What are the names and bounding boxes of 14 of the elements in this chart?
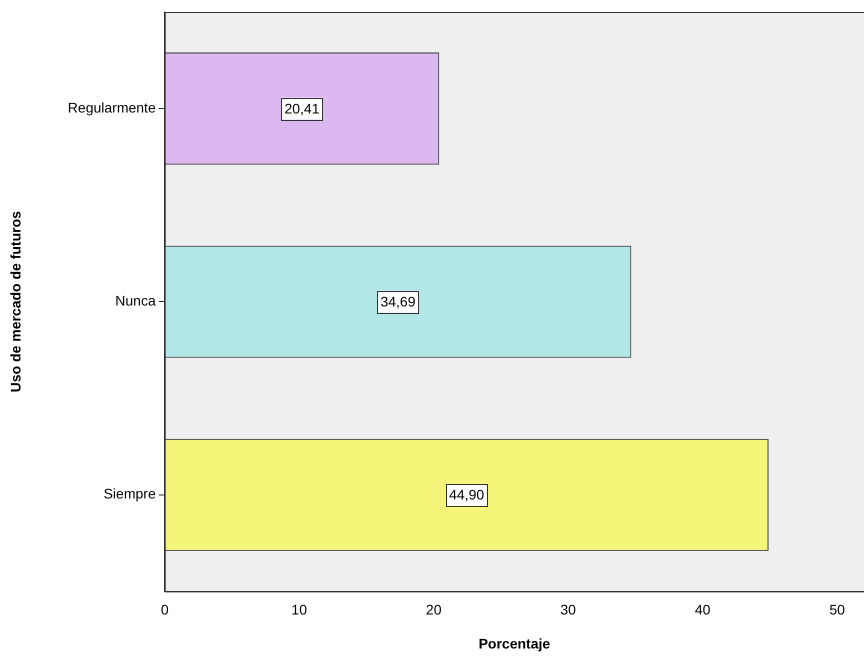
- y-tick-label: Regularmente: [68, 99, 156, 116]
- x-tick-label: 0: [160, 602, 169, 618]
- y-axis-title: Uso de mercado de futuros: [7, 210, 24, 392]
- data-label: 20,41: [284, 100, 320, 116]
- data-label: 44,90: [449, 486, 484, 503]
- x-axis-title: Porcentaje: [478, 635, 550, 652]
- x-tick-label: 10: [291, 602, 308, 618]
- y-tick-label: Nunca: [115, 292, 156, 309]
- x-tick-label: 50: [829, 602, 846, 618]
- y-tick-label: Siempre: [104, 486, 156, 502]
- x-tick-label: 40: [694, 602, 711, 618]
- x-tick-label: 20: [426, 602, 442, 618]
- x-tick-label: 30: [560, 602, 576, 618]
- data-label: 34,69: [380, 294, 416, 310]
